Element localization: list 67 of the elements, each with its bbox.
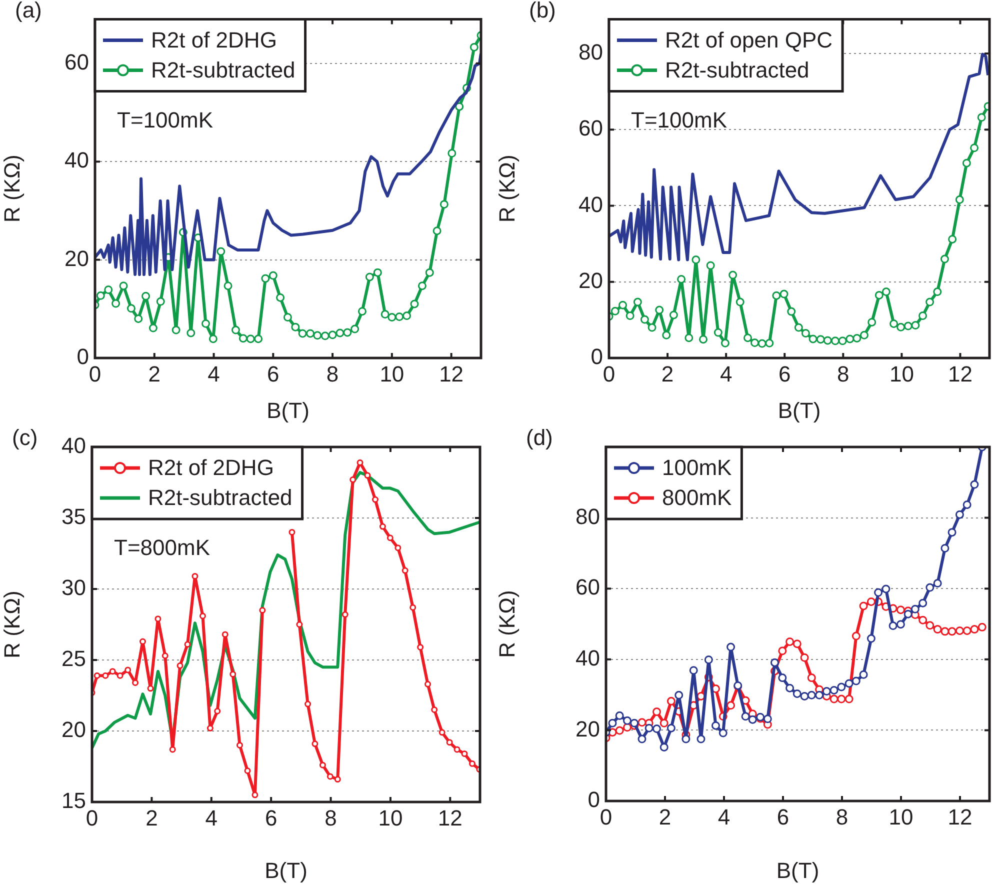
y-axis-title: R (KΩ) <box>0 590 24 658</box>
x-tick-label: 2 <box>146 805 158 830</box>
y-tick-label: 80 <box>578 40 603 65</box>
y-tick-label: 20 <box>576 716 600 742</box>
x-tick-label: 10 <box>889 361 914 386</box>
x-tick-label: 2 <box>658 804 672 830</box>
y-tick-label: 40 <box>64 148 89 173</box>
y-tick-label: 40 <box>576 645 600 670</box>
annotation: T=800mK <box>114 535 210 560</box>
y-tick-label: 35 <box>62 504 86 530</box>
y-axis-title: R (KΩ) <box>494 590 520 658</box>
x-tick-label: 12 <box>948 361 972 386</box>
x-tick-label: 10 <box>380 361 404 386</box>
y-tick-label: 60 <box>576 574 600 600</box>
text: (c) <box>12 425 38 450</box>
x-tick-label: 2 <box>148 361 161 386</box>
legend-label: 800mK <box>662 485 732 510</box>
x-axis-title: B(T) <box>266 398 310 423</box>
x-tick-label: 8 <box>836 804 848 830</box>
x-tick-label: 12 <box>439 361 464 386</box>
y-tick-label: 0 <box>588 787 600 812</box>
x-tick-label: 12 <box>438 805 462 830</box>
y-axis-title: R (KΩ) <box>0 154 24 222</box>
legend-label: R2t of open QPC <box>665 27 833 52</box>
x-tick-label: 12 <box>948 804 972 830</box>
x-tick-label: 6 <box>778 361 791 386</box>
y-tick-label: 20 <box>62 717 86 742</box>
annotation: T=100mK <box>117 107 214 132</box>
x-tick-label: 4 <box>205 805 218 830</box>
y-axis-title: R (KΩ) <box>494 154 520 222</box>
x-tick-label: 4 <box>208 361 220 386</box>
legend-label: R2t-subtracted <box>665 57 810 82</box>
y-tick-label: 0 <box>590 344 603 370</box>
y-tick-label: 60 <box>578 116 603 141</box>
legend-label: R2t of 2DHG <box>151 27 277 52</box>
x-axis-title: B(T) <box>776 858 820 883</box>
x-axis-title: B(T) <box>778 398 821 423</box>
x-tick-label: 8 <box>837 361 850 386</box>
y-tick-label: 20 <box>578 268 603 293</box>
y-tick-label: 40 <box>578 192 603 217</box>
x-axis-title: B(T) <box>264 858 308 883</box>
x-tick-label: 6 <box>264 805 278 830</box>
x-tick-label: 8 <box>326 361 339 386</box>
x-tick-label: 10 <box>378 805 403 830</box>
x-tick-label: 4 <box>720 361 732 386</box>
y-tick-label: 80 <box>576 504 600 529</box>
y-tick-label: 0 <box>76 344 89 370</box>
text: (b) <box>529 0 556 22</box>
x-tick-label: 6 <box>776 804 790 830</box>
annotation: T=100mK <box>631 107 728 132</box>
legend-label: 100mK <box>662 455 732 480</box>
text: (d) <box>526 425 553 450</box>
legend-label: R2t-subtracted <box>148 485 292 510</box>
y-tick-label: 30 <box>62 575 86 600</box>
x-tick-label: 2 <box>661 361 674 386</box>
y-tick-label: 15 <box>62 788 86 814</box>
legend-label: R2t-subtracted <box>151 57 296 82</box>
x-tick-label: 6 <box>267 361 280 386</box>
y-tick-label: 60 <box>64 49 89 74</box>
y-tick-label: 25 <box>62 646 86 672</box>
text: (a) <box>15 0 42 22</box>
y-tick-label: 40 <box>62 433 86 458</box>
x-tick-label: 8 <box>324 805 337 830</box>
x-tick-label: 4 <box>718 804 730 830</box>
legend-label: R2t of 2DHG <box>148 455 274 480</box>
y-tick-label: 20 <box>64 246 89 271</box>
x-tick-label: 10 <box>888 804 914 830</box>
